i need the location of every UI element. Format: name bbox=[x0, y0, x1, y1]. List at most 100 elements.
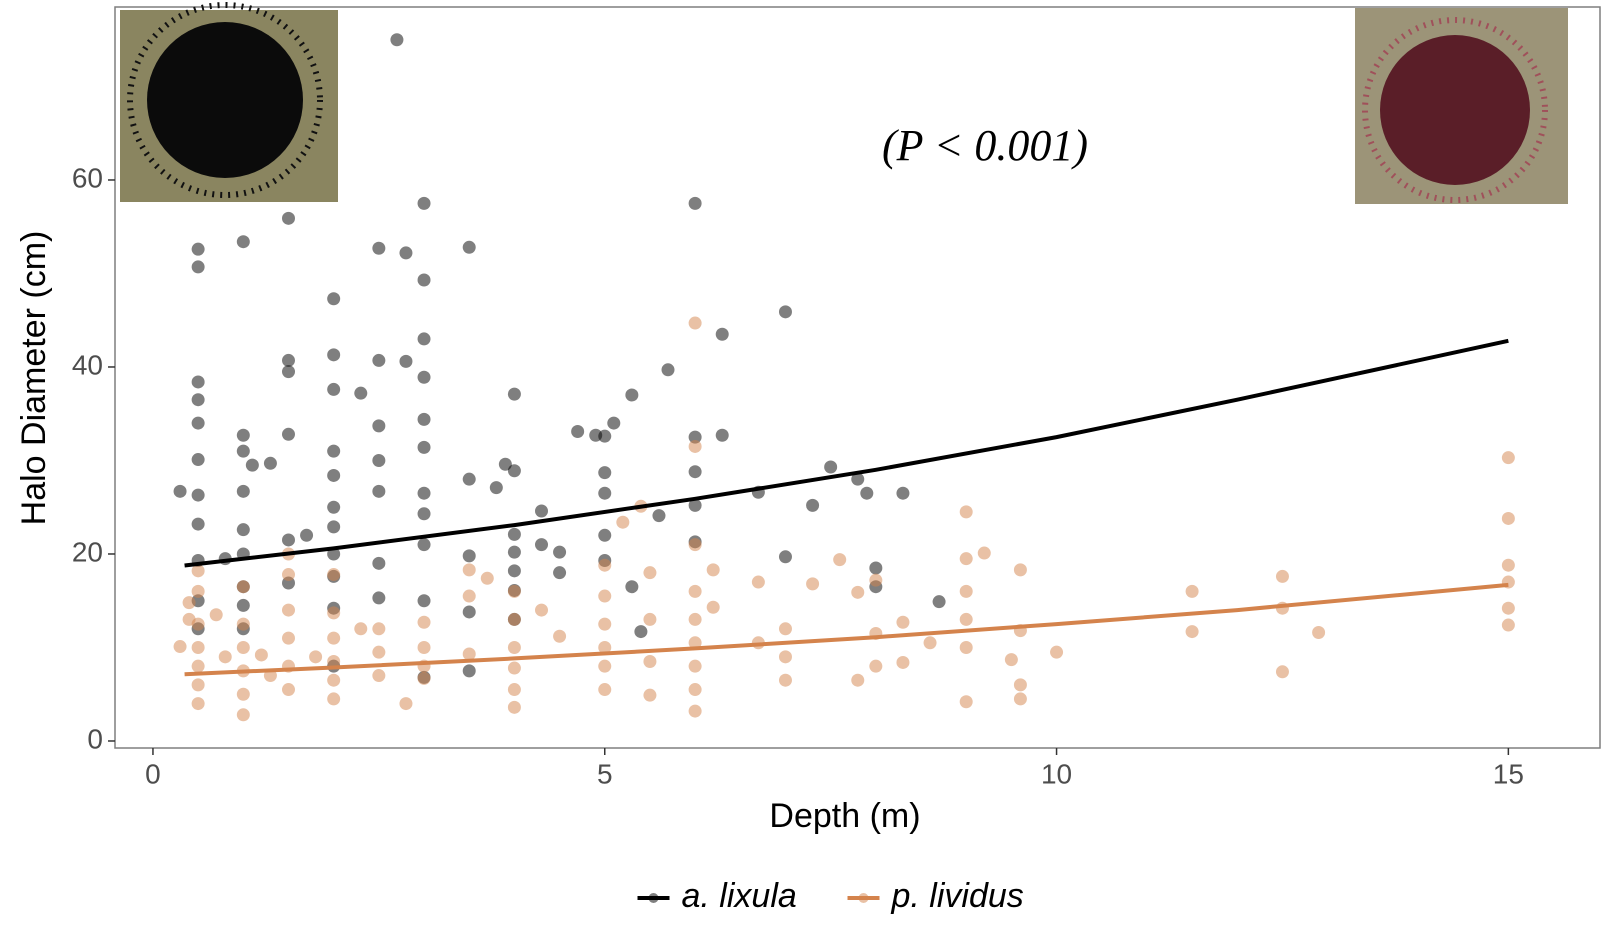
point bbox=[236, 428, 250, 442]
point bbox=[399, 354, 413, 368]
point bbox=[1501, 451, 1515, 465]
point bbox=[417, 412, 431, 426]
point bbox=[959, 640, 973, 654]
point bbox=[1185, 584, 1199, 598]
point bbox=[1013, 563, 1027, 577]
y-axis-title: Halo Diameter (cm) bbox=[15, 231, 53, 526]
point bbox=[1501, 618, 1515, 632]
series-points bbox=[173, 316, 1515, 722]
point bbox=[354, 622, 368, 636]
point bbox=[688, 659, 702, 673]
point bbox=[507, 387, 521, 401]
point bbox=[1501, 601, 1515, 615]
point bbox=[824, 460, 838, 474]
point bbox=[778, 622, 792, 636]
point bbox=[462, 605, 476, 619]
point bbox=[417, 615, 431, 629]
point bbox=[300, 528, 314, 542]
point bbox=[281, 365, 295, 379]
point bbox=[236, 687, 250, 701]
point bbox=[327, 568, 341, 582]
point bbox=[281, 427, 295, 441]
x-tick-label: 10 bbox=[1041, 758, 1072, 789]
point bbox=[507, 464, 521, 478]
point bbox=[959, 695, 973, 709]
point bbox=[191, 242, 205, 256]
y-tick-label: 0 bbox=[87, 723, 103, 754]
point bbox=[173, 484, 187, 498]
point bbox=[417, 440, 431, 454]
point bbox=[706, 600, 720, 614]
point bbox=[778, 650, 792, 664]
point bbox=[688, 196, 702, 210]
point bbox=[1013, 678, 1027, 692]
point bbox=[462, 589, 476, 603]
point bbox=[327, 606, 341, 620]
point bbox=[417, 594, 431, 608]
point bbox=[372, 419, 386, 433]
point bbox=[598, 558, 612, 572]
point bbox=[309, 650, 323, 664]
point bbox=[372, 556, 386, 570]
point bbox=[462, 240, 476, 254]
point bbox=[417, 332, 431, 346]
point bbox=[553, 545, 567, 559]
point bbox=[896, 655, 910, 669]
point bbox=[218, 650, 232, 664]
point bbox=[462, 472, 476, 486]
point bbox=[354, 386, 368, 400]
point bbox=[643, 655, 657, 669]
point bbox=[281, 211, 295, 225]
point bbox=[634, 625, 648, 639]
point bbox=[607, 416, 621, 430]
point bbox=[417, 273, 431, 287]
point bbox=[688, 465, 702, 479]
point bbox=[598, 640, 612, 654]
point bbox=[688, 683, 702, 697]
point bbox=[1501, 558, 1515, 572]
point bbox=[959, 584, 973, 598]
point bbox=[535, 538, 549, 552]
point bbox=[327, 673, 341, 687]
point bbox=[254, 648, 268, 662]
photo-left bbox=[120, 2, 338, 202]
point bbox=[417, 538, 431, 552]
y-tick-label: 20 bbox=[72, 536, 103, 567]
point bbox=[869, 561, 883, 575]
point bbox=[327, 348, 341, 362]
point bbox=[327, 631, 341, 645]
point bbox=[236, 235, 250, 249]
point bbox=[372, 241, 386, 255]
point bbox=[1013, 692, 1027, 706]
point bbox=[191, 488, 205, 502]
point bbox=[462, 549, 476, 563]
point bbox=[372, 484, 386, 498]
point bbox=[417, 486, 431, 500]
point bbox=[959, 552, 973, 566]
point bbox=[806, 577, 820, 591]
point bbox=[327, 655, 341, 669]
point bbox=[507, 661, 521, 675]
point bbox=[806, 498, 820, 512]
point bbox=[778, 305, 792, 319]
point bbox=[598, 683, 612, 697]
legend-label: p. lividus bbox=[891, 877, 1024, 915]
legend-dot bbox=[648, 893, 659, 903]
point bbox=[417, 507, 431, 521]
point bbox=[372, 353, 386, 367]
legend-dot bbox=[858, 893, 869, 903]
point bbox=[598, 589, 612, 603]
point bbox=[417, 640, 431, 654]
annotation: (P < 0.001) bbox=[882, 121, 1088, 170]
point bbox=[507, 564, 521, 578]
point bbox=[327, 500, 341, 514]
x-tick-label: 15 bbox=[1493, 758, 1524, 789]
point bbox=[860, 486, 874, 500]
point bbox=[643, 688, 657, 702]
point bbox=[236, 598, 250, 612]
point bbox=[688, 439, 702, 453]
point bbox=[507, 545, 521, 559]
point bbox=[571, 424, 585, 438]
point bbox=[851, 585, 865, 599]
point bbox=[652, 509, 666, 523]
